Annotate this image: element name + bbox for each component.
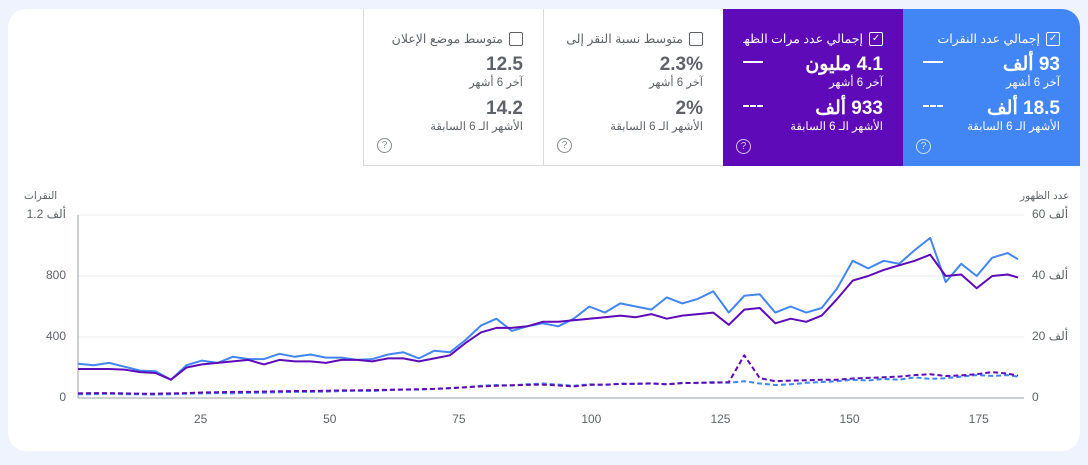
series-line — [78, 253, 1019, 381]
x-axis-tick: 125 — [710, 412, 731, 426]
previous-row: 18.5 ألف الأشهر الـ 6 السابقة — [923, 99, 1060, 134]
dashed-line-legend-icon — [743, 105, 763, 107]
checkbox-unchecked-icon[interactable] — [689, 31, 703, 46]
left-axis-tick: 400 — [45, 329, 66, 343]
tile-header: ✓ إجمالي عدد مرات الظهـ... — [743, 31, 883, 46]
previous-row: 2% الأشهر الـ 6 السابقة — [564, 99, 703, 134]
left-axis-title: النقرات — [24, 190, 58, 202]
help-icon[interactable]: ? — [377, 138, 392, 153]
tile-label: إجمالي عدد مرات الظهـ... — [743, 32, 863, 46]
current-caption: آخر 6 أشهر — [469, 77, 523, 89]
metric-tile-position[interactable]: متوسط موضع الإعلان 12.5 آخر 6 أشهر 14.2 … — [363, 9, 543, 166]
previous-row: 933 ألف الأشهر الـ 6 السابقة — [743, 99, 883, 134]
previous-caption: الأشهر الـ 6 السابقة — [790, 121, 883, 133]
previous-value: 18.5 ألف — [987, 98, 1060, 119]
right-axis-title: عدد الظهور — [1020, 190, 1070, 202]
metric-tile-impressions[interactable]: ✓ إجمالي عدد مرات الظهـ... 4.1 مليون آخر… — [723, 9, 903, 166]
checkbox-checked-icon[interactable]: ✓ — [869, 31, 883, 46]
x-axis-tick: 75 — [452, 412, 466, 426]
line-chart[interactable] — [8, 9, 1080, 451]
current-value: 4.1 مليون — [805, 54, 883, 75]
performance-card: ✓ إجمالي عدد النقرات 93 ألف آخر 6 أشهر 1… — [8, 9, 1080, 451]
current-row: 12.5 آخر 6 أشهر — [384, 55, 523, 90]
current-row: 93 ألف آخر 6 أشهر — [923, 55, 1060, 90]
right-axis-tick: 40 ألف — [1032, 268, 1069, 282]
x-axis-tick: 150 — [839, 412, 860, 426]
tile-header: متوسط نسبة النقر إلى ا... — [564, 31, 703, 46]
tile-label: إجمالي عدد النقرات — [937, 32, 1040, 46]
series-line — [77, 236, 1019, 381]
previous-caption: الأشهر الـ 6 السابقة — [610, 121, 703, 133]
current-value: 12.5 — [486, 54, 523, 75]
current-value: 93 ألف — [1002, 54, 1060, 75]
tile-label: متوسط نسبة النقر إلى ا... — [564, 32, 683, 46]
x-axis-tick: 175 — [968, 412, 989, 426]
right-axis-tick: 0 — [1032, 390, 1039, 404]
current-caption: آخر 6 أشهر — [1006, 77, 1060, 89]
x-axis-tick: 25 — [193, 412, 208, 426]
help-icon[interactable]: ? — [736, 139, 751, 154]
checkbox-unchecked-icon[interactable] — [509, 31, 523, 46]
help-icon[interactable]: ? — [557, 138, 572, 153]
dashed-line-legend-icon — [923, 105, 943, 107]
current-caption: آخر 6 أشهر — [829, 77, 883, 89]
series-line — [77, 354, 1019, 395]
previous-row: 14.2 الأشهر الـ 6 السابقة — [384, 99, 523, 134]
current-value: 2.3% — [659, 54, 703, 75]
previous-caption: الأشهر الـ 6 السابقة — [430, 121, 523, 133]
current-row: 2.3% آخر 6 أشهر — [564, 55, 703, 90]
x-axis-tick: 50 — [323, 412, 337, 426]
metric-tile-clicks[interactable]: ✓ إجمالي عدد النقرات 93 ألف آخر 6 أشهر 1… — [903, 9, 1080, 166]
left-axis-tick: 800 — [45, 268, 66, 282]
help-icon[interactable]: ? — [916, 139, 931, 154]
current-row: 4.1 مليون آخر 6 أشهر — [743, 55, 883, 90]
tile-label: متوسط موضع الإعلان — [391, 32, 503, 46]
right-axis-tick: 60 ألف — [1032, 207, 1069, 221]
solid-line-legend-icon — [923, 61, 943, 63]
left-axis-tick: 0 — [59, 390, 66, 404]
previous-value: 933 ألف — [815, 98, 883, 119]
metric-tiles: ✓ إجمالي عدد النقرات 93 ألف آخر 6 أشهر 1… — [363, 9, 1080, 166]
x-axis-tick: 100 — [581, 412, 602, 426]
previous-caption: الأشهر الـ 6 السابقة — [967, 121, 1060, 133]
current-caption: آخر 6 أشهر — [649, 77, 703, 89]
checkbox-checked-icon[interactable]: ✓ — [1046, 31, 1060, 46]
previous-value: 14.2 — [486, 98, 523, 119]
tile-header: ✓ إجمالي عدد النقرات — [923, 31, 1060, 46]
right-axis-tick: 20 ألف — [1032, 329, 1069, 343]
previous-value: 2% — [675, 98, 703, 119]
solid-line-legend-icon — [743, 61, 763, 63]
tile-header: متوسط موضع الإعلان — [384, 31, 523, 46]
left-axis-tick: 1.2 ألف — [26, 207, 66, 221]
metric-tile-ctr[interactable]: متوسط نسبة النقر إلى ا... 2.3% آخر 6 أشه… — [543, 9, 723, 166]
